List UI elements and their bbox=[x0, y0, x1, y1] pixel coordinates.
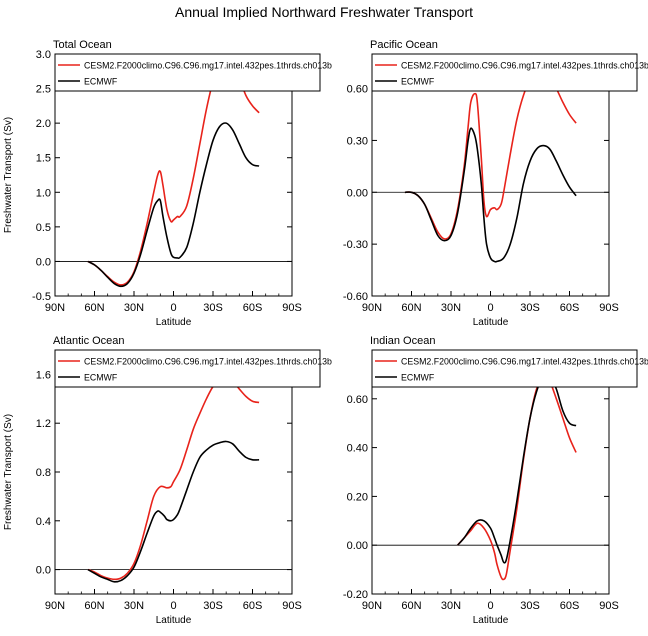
x-tick-label: 60S bbox=[560, 600, 580, 612]
x-axis-label: Latitude bbox=[156, 615, 192, 626]
x-tick-label: 30N bbox=[124, 302, 144, 314]
y-tick-label: 0.5 bbox=[36, 222, 51, 234]
legend-box bbox=[371, 349, 638, 388]
y-tick-label: 3.0 bbox=[36, 49, 51, 61]
y-tick-label: 0.00 bbox=[347, 187, 368, 199]
figure-title: Annual Implied Northward Freshwater Tran… bbox=[175, 4, 473, 20]
series-line-ecmwf bbox=[87, 122, 260, 288]
x-tick-label: 60N bbox=[401, 302, 421, 314]
y-axis-label: Freshwater Transport (Sv) bbox=[3, 117, 14, 233]
series-line-ecmwf bbox=[456, 372, 577, 564]
y-tick-label: 0.40 bbox=[347, 443, 368, 455]
legend: CESM2.F2000climo.C96.C96.mg17.intel.432p… bbox=[371, 53, 648, 92]
x-axis-label: Latitude bbox=[473, 317, 509, 328]
y-tick-label: 0.60 bbox=[347, 394, 368, 406]
panel-title: Indian Ocean bbox=[370, 335, 435, 347]
legend-label: ECMWF bbox=[84, 77, 118, 87]
y-tick-label: -0.5 bbox=[32, 291, 51, 303]
x-tick-label: 0 bbox=[170, 302, 176, 314]
legend-label: ECMWF bbox=[401, 373, 435, 383]
legend-label: CESM2.F2000climo.C96.C96.mg17.intel.432p… bbox=[401, 357, 648, 367]
legend-box bbox=[54, 349, 321, 388]
legend-label: CESM2.F2000climo.C96.C96.mg17.intel.432p… bbox=[84, 61, 332, 71]
x-tick-label: 60N bbox=[401, 600, 421, 612]
x-tick-label: 60S bbox=[243, 600, 263, 612]
x-axis-label: Latitude bbox=[156, 317, 192, 328]
panel-atlantic-ocean: Atlantic Ocean 90N 60N 30N 0 30S 60S 90S 0.0 0.4 0… bbox=[3, 335, 332, 626]
x-tick-label: 60N bbox=[84, 302, 104, 314]
x-tick-label: 30S bbox=[520, 600, 540, 612]
x-tick-label: 90S bbox=[599, 600, 619, 612]
x-tick-label: 30N bbox=[441, 600, 461, 612]
legend: CESM2.F2000climo.C96.C96.mg17.intel.432p… bbox=[54, 53, 332, 92]
legend-label: CESM2.F2000climo.C96.C96.mg17.intel.432p… bbox=[84, 357, 332, 367]
x-tick-label: 90S bbox=[599, 302, 619, 314]
x-tick-label: 90N bbox=[362, 302, 382, 314]
legend-label: CESM2.F2000climo.C96.C96.mg17.intel.432p… bbox=[401, 61, 648, 71]
y-tick-label: 2.5 bbox=[36, 84, 51, 96]
series-line-cesm2 bbox=[456, 375, 577, 581]
y-tick-label: 1.0 bbox=[36, 187, 51, 199]
y-tick-label: 0.60 bbox=[347, 84, 368, 96]
y-tick-label: 0.20 bbox=[347, 491, 368, 503]
y-tick-label: -0.60 bbox=[343, 291, 368, 303]
panel-indian-ocean: Indian Ocean 90N 60N 30N 0 30S 60S 90S -0.20 0.00… bbox=[343, 335, 648, 626]
y-tick-label: 0.00 bbox=[347, 540, 368, 552]
series-line-ecmwf bbox=[404, 127, 577, 263]
x-tick-label: 60S bbox=[560, 302, 580, 314]
series-line-cesm2 bbox=[404, 69, 577, 240]
legend-label: ECMWF bbox=[84, 373, 118, 383]
y-tick-label: 0.0 bbox=[36, 565, 51, 577]
y-tick-label: 0.4 bbox=[36, 516, 51, 528]
x-tick-label: 30N bbox=[124, 600, 144, 612]
y-tick-label: 0.8 bbox=[36, 467, 51, 479]
x-axis-label: Latitude bbox=[473, 615, 509, 626]
series-line-cesm2 bbox=[87, 378, 260, 581]
x-tick-label: 60S bbox=[243, 302, 263, 314]
x-tick-label: 0 bbox=[170, 600, 176, 612]
x-tick-label: 90N bbox=[45, 600, 65, 612]
panel-title: Pacific Ocean bbox=[370, 39, 438, 51]
y-tick-label: 2.0 bbox=[36, 118, 51, 130]
y-tick-label: 0.30 bbox=[347, 135, 368, 147]
y-tick-label: 1.6 bbox=[36, 369, 51, 381]
x-tick-label: 90N bbox=[362, 600, 382, 612]
x-tick-label: 30N bbox=[441, 302, 461, 314]
x-tick-label: 30S bbox=[520, 302, 540, 314]
legend: CESM2.F2000climo.C96.C96.mg17.intel.432p… bbox=[371, 349, 648, 388]
legend-box bbox=[54, 53, 321, 92]
x-tick-label: 90N bbox=[45, 302, 65, 314]
x-tick-label: 0 bbox=[487, 600, 493, 612]
series-line-ecmwf bbox=[87, 440, 260, 583]
x-tick-label: 30S bbox=[203, 600, 223, 612]
legend-label: ECMWF bbox=[401, 77, 435, 87]
y-tick-label: 0.0 bbox=[36, 256, 51, 268]
x-tick-label: 30S bbox=[203, 302, 223, 314]
x-tick-label: 60N bbox=[84, 600, 104, 612]
legend: CESM2.F2000climo.C96.C96.mg17.intel.432p… bbox=[54, 349, 332, 388]
y-axis-label: Freshwater Transport (Sv) bbox=[3, 414, 14, 530]
panel-pacific-ocean: Pacific Ocean 90N 60N 30N 0 30S 60S 90S -0.60 -0.… bbox=[343, 39, 648, 328]
y-tick-label: 1.2 bbox=[36, 418, 51, 430]
legend-box bbox=[371, 53, 638, 92]
panel-title: Total Ocean bbox=[53, 39, 112, 51]
y-tick-label: -0.20 bbox=[343, 589, 368, 601]
x-tick-label: 0 bbox=[487, 302, 493, 314]
x-tick-label: 90S bbox=[282, 302, 302, 314]
panel-total-ocean: Total Ocean 90N 60N 30N 0 30S 60S 90S -0.5 0.0 0.5… bbox=[3, 39, 332, 328]
panel-title: Atlantic Ocean bbox=[53, 335, 125, 347]
y-tick-label: 1.5 bbox=[36, 153, 51, 165]
y-tick-label: -0.30 bbox=[343, 239, 368, 251]
x-tick-label: 90S bbox=[282, 600, 302, 612]
